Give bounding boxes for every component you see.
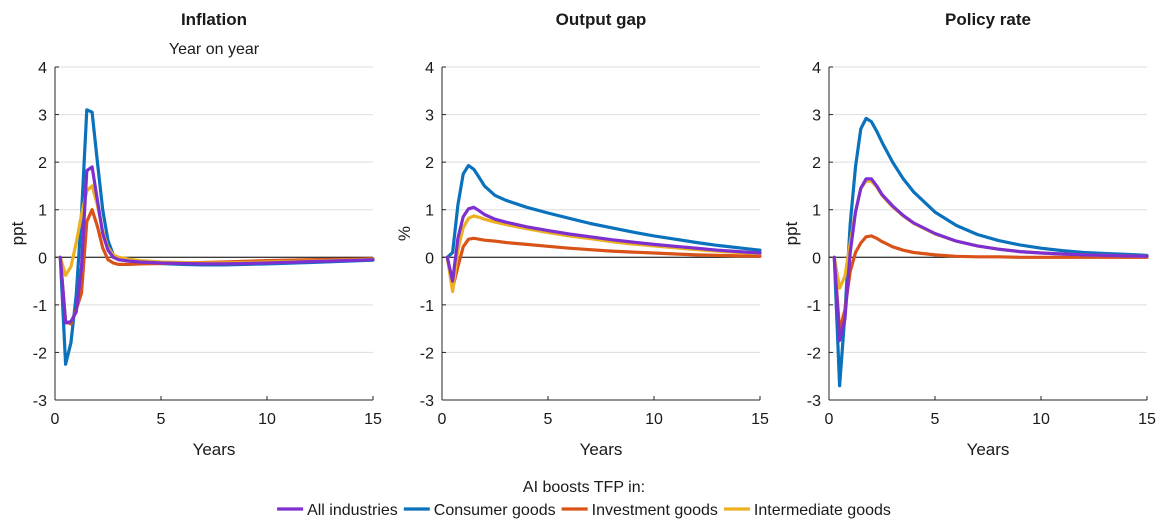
y-tick-label: 1 <box>38 203 47 220</box>
legend-label-investment-goods: Investment goods <box>592 502 718 519</box>
y-tick-label: -1 <box>807 298 821 315</box>
x-tick-label: 5 <box>931 411 940 428</box>
x-tick-label: 15 <box>751 411 769 428</box>
y-tick-label: 3 <box>425 108 434 125</box>
x-axis-label: Years <box>193 440 236 459</box>
y-tick-label: -3 <box>807 393 821 410</box>
series-line-all-industries <box>832 177 1149 343</box>
y-tick-label: -3 <box>33 393 47 410</box>
legend-label-all-industries: All industries <box>307 502 398 519</box>
series-line-consumer-goods <box>832 116 1149 388</box>
series-line-all-industries <box>58 165 375 325</box>
legend-label-consumer-goods: Consumer goods <box>434 502 556 519</box>
y-tick-label: 3 <box>812 108 821 125</box>
panel-title: Inflation <box>181 10 247 29</box>
x-tick-label: 10 <box>1032 411 1050 428</box>
panel-output-gap: -3 -2 -1 0 1 2 3 4 0 5 10 15 Output gap Years% <box>395 10 769 459</box>
legend-title: AI boosts TFP in: <box>523 479 645 496</box>
x-axis-label: Years <box>967 440 1010 459</box>
x-tick-label: 5 <box>157 411 166 428</box>
panel-policy-rate: -3 -2 -1 0 1 2 3 4 0 5 10 15 Policy rate Years ppt <box>782 10 1156 459</box>
panel-inflation: -3 -2 -1 0 1 2 3 4 0 5 10 15 Inflation Year on year Ye… <box>8 10 382 459</box>
y-tick-label: -3 <box>420 393 434 410</box>
series-line-investment-goods <box>445 236 762 290</box>
x-tick-label: 5 <box>544 411 553 428</box>
x-tick-label: 15 <box>1138 411 1156 428</box>
y-tick-label: 4 <box>425 60 434 77</box>
x-tick-label: 0 <box>51 411 60 428</box>
x-tick-label: 10 <box>645 411 663 428</box>
series-line-consumer-goods <box>58 108 375 366</box>
y-tick-label: 0 <box>425 250 434 267</box>
y-tick-label: -1 <box>33 298 47 315</box>
panel-subtitle: Year on year <box>169 41 260 58</box>
y-tick-label: 3 <box>38 108 47 125</box>
series-line-intermediate-goods <box>832 179 1149 290</box>
y-tick-label: 4 <box>38 60 47 77</box>
series-line-all-industries <box>445 205 762 283</box>
y-tick-label: 2 <box>425 155 434 172</box>
x-tick-label: 15 <box>364 411 382 428</box>
x-tick-label: 0 <box>438 411 447 428</box>
y-tick-label: 2 <box>38 155 47 172</box>
legend: AI boosts TFP in: All industries Consumer … <box>277 479 891 519</box>
y-axis-label: ppt <box>782 221 801 245</box>
x-axis-label: Years <box>580 440 623 459</box>
y-tick-label: -2 <box>420 345 434 362</box>
y-tick-label: 4 <box>812 60 821 77</box>
y-tick-label: -1 <box>420 298 434 315</box>
y-tick-label: -2 <box>33 345 47 362</box>
y-tick-label: 0 <box>38 250 47 267</box>
x-tick-label: 0 <box>825 411 834 428</box>
series-line-consumer-goods <box>445 163 762 259</box>
series-line-investment-goods <box>832 234 1149 333</box>
y-axis-label: ppt <box>8 221 27 245</box>
y-tick-label: 1 <box>812 203 821 220</box>
y-axis-label: % <box>395 226 414 241</box>
panel-title: Output gap <box>556 10 647 29</box>
y-tick-label: 2 <box>812 155 821 172</box>
x-tick-label: 10 <box>258 411 276 428</box>
y-tick-label: 0 <box>812 250 821 267</box>
y-tick-label: 1 <box>425 203 434 220</box>
legend-label-intermediate-goods: Intermediate goods <box>754 502 891 519</box>
y-tick-label: -2 <box>807 345 821 362</box>
panel-title: Policy rate <box>945 10 1031 29</box>
